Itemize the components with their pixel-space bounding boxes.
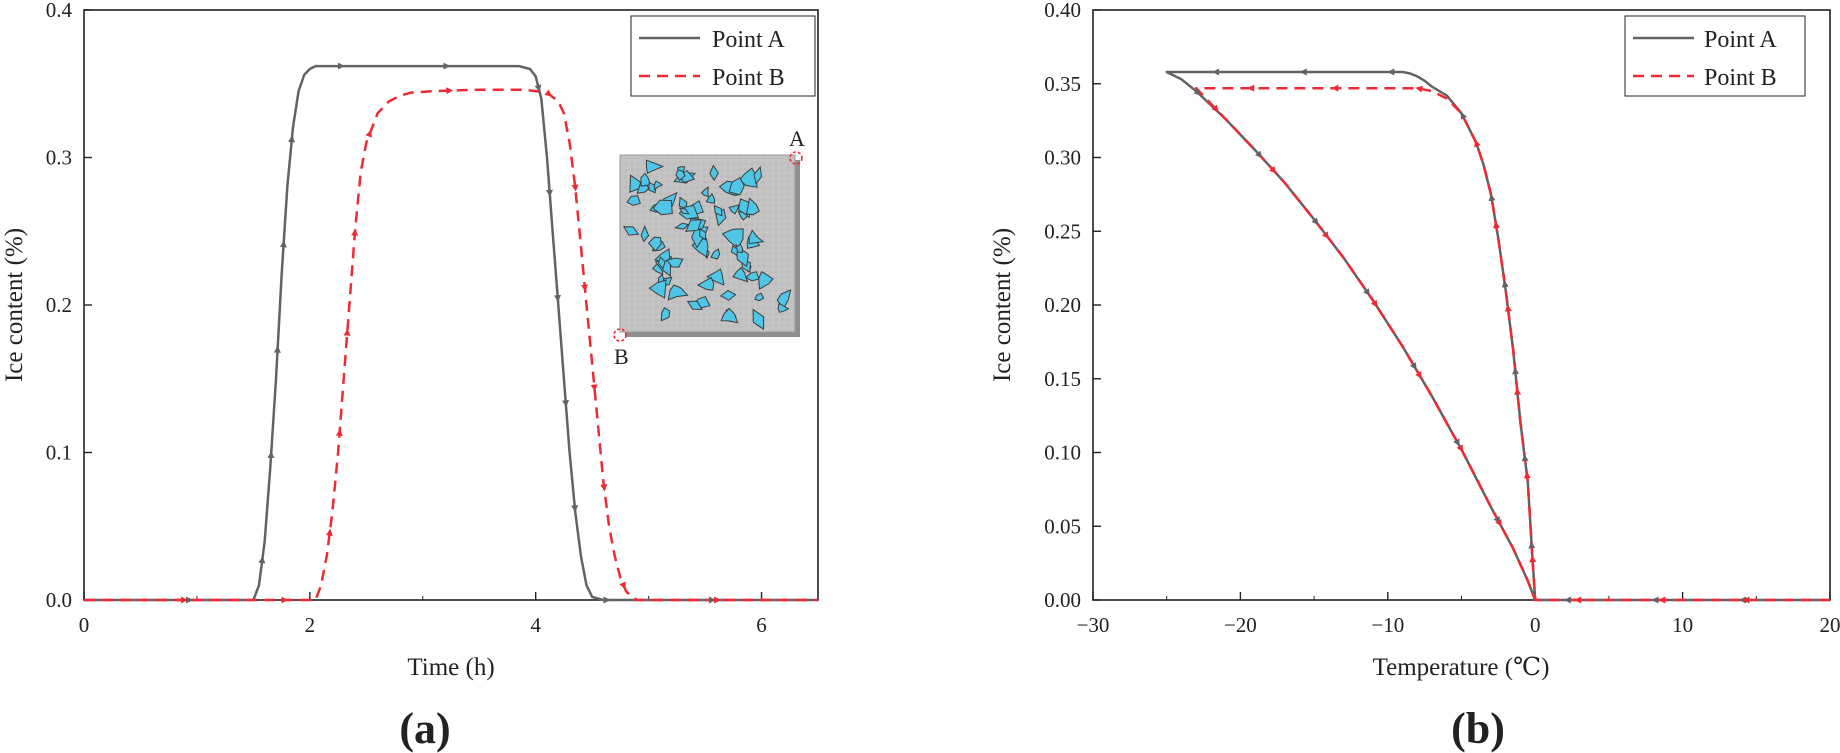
inset-grain: [700, 186, 709, 198]
x-tick-label-a: 2: [305, 613, 316, 637]
inset-grain: [754, 292, 765, 302]
inset-grain: [753, 165, 763, 185]
point-b-marker: [613, 328, 627, 342]
y-tick-label-a: 0.1: [46, 441, 72, 465]
y-tick-label-b: 0.00: [1044, 588, 1081, 612]
axis-ticks-a: 0 2 4 6 0.0 0.1 0.2 0.3 0.4: [46, 0, 767, 637]
inset-grain: [647, 236, 662, 252]
inset-grain: [685, 219, 703, 232]
inset-grain: [667, 284, 689, 301]
inset-grain: [709, 164, 719, 182]
inset-label-a: A: [789, 126, 805, 151]
inset-grain: [710, 248, 721, 260]
y-tick-label-b: 0.20: [1044, 293, 1081, 317]
inset-grain: [719, 289, 737, 301]
series-line-a-point-a: [84, 64, 818, 602]
inset-grain: [720, 307, 739, 324]
x-axis-title-a: Time (h): [407, 654, 494, 681]
inset-grain: [666, 257, 684, 268]
legend-label-b-point-a: Point A: [1704, 27, 1777, 53]
legend-label-b-point-b: Point B: [1704, 65, 1777, 91]
x-tick-label-b: 20: [1820, 613, 1840, 637]
point-a-marker: [789, 151, 803, 165]
y-tick-label-b: 0.25: [1044, 219, 1081, 243]
inset-grain: [728, 177, 745, 196]
inset-grain: [678, 207, 690, 215]
inset-grain: [730, 244, 738, 257]
arrow-group-b: [1193, 68, 1750, 604]
y-tick-label-a: 0.2: [46, 293, 72, 317]
x-tick-label-b: −30: [1077, 613, 1110, 637]
inset-grain: [732, 267, 749, 283]
inset-grain: [737, 210, 749, 221]
inset-grain: [622, 226, 640, 236]
panel-label-a: (a): [399, 704, 450, 753]
x-tick-label-b: 10: [1672, 613, 1693, 637]
inset-label-b: B: [614, 344, 629, 369]
y-tick-label-b: 0.10: [1044, 441, 1081, 465]
inset-grain: [657, 256, 666, 270]
x-tick-label-a: 6: [756, 613, 767, 637]
x-tick-label-b: −20: [1224, 613, 1257, 637]
inset-grain: [648, 279, 667, 299]
inset-grain: [645, 159, 665, 175]
inset-grain: [678, 196, 688, 210]
inset-grain: [653, 180, 664, 191]
y-tick-label-b: 0.35: [1044, 72, 1081, 96]
y-tick-label-a: 0.4: [46, 0, 73, 22]
y-tick-label-b: 0.30: [1044, 146, 1081, 170]
inset-grain: [660, 306, 671, 322]
panel-b: −30 −20 −10 0 10 20 0.00 0.05 0.10 0.15 0.20 0.25 0.…: [989, 0, 1840, 753]
legend-box-a: [630, 15, 816, 97]
inset-grain: [696, 276, 715, 291]
y-tick-label-a: 0.0: [46, 588, 72, 612]
x-axis-title-b: Temperature (℃): [1373, 654, 1550, 681]
legend-a: Point A Point B: [630, 15, 816, 97]
x-tick-label-b: −10: [1371, 613, 1404, 637]
inset-grain: [721, 228, 744, 249]
inset-grain: [706, 268, 725, 286]
y-axis-title-b: Ice content (%): [989, 228, 1016, 382]
inset-grain: [748, 229, 765, 245]
inset-grain: [629, 174, 646, 193]
inset-grain: [777, 302, 790, 313]
series-group-b: [1165, 70, 1830, 602]
y-axis-title-a: Ice content (%): [1, 228, 28, 382]
y-tick-label-b: 0.40: [1044, 0, 1081, 22]
y-tick-label-b: 0.05: [1044, 514, 1081, 538]
inset-grain: [758, 270, 774, 290]
panel-a: 0 2 4 60.00.10.20.30.4 A B Point A Point B …: [1, 0, 819, 753]
inset-grain: [652, 199, 673, 216]
inset-grain: [686, 300, 703, 311]
legend-label-a-point-b: Point B: [712, 65, 785, 91]
inset-grain: [745, 197, 760, 216]
x-tick-label-a: 4: [530, 613, 541, 637]
inset-grains: [622, 159, 792, 331]
inset-grain: [744, 271, 760, 282]
inset-grain: [626, 195, 642, 206]
legend-box-b: [1624, 15, 1806, 97]
inset-grain: [705, 192, 716, 204]
x-tick-label-a: 0: [79, 613, 90, 637]
inset-microstructure: A B: [613, 126, 805, 369]
inset-grain: [698, 228, 707, 241]
y-tick-label-a: 0.3: [46, 146, 72, 170]
y-tick-label-b: 0.15: [1044, 367, 1081, 391]
inset-grain: [674, 222, 690, 230]
x-tick-label-b: 0: [1530, 613, 1541, 637]
inset-grain: [752, 308, 765, 331]
inset-grain: [675, 168, 686, 182]
inset-grain: [728, 204, 741, 215]
inset-grain: [713, 204, 723, 217]
panel-label-b: (b): [1451, 704, 1505, 753]
inset-grain: [640, 224, 650, 243]
legend-b: Point A Point B: [1624, 15, 1806, 97]
legend-label-a-point-a: Point A: [712, 27, 785, 53]
